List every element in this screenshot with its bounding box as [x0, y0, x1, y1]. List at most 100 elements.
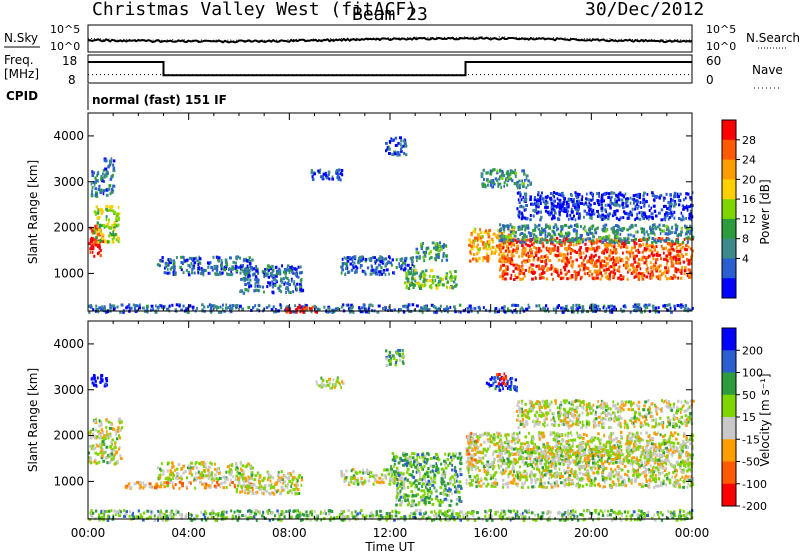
power-cell	[553, 226, 555, 229]
power-cell	[580, 263, 583, 267]
power-cell	[328, 310, 331, 314]
power-cell	[495, 307, 498, 310]
power-cell	[523, 208, 526, 212]
noise-panel: N.Sky 10^5 10^0 10^5 10^0 N.Search	[4, 23, 800, 53]
power-cell	[89, 250, 92, 254]
velocity-cell	[395, 498, 398, 502]
power-cell	[438, 279, 441, 283]
power-cell	[572, 304, 575, 307]
velocity-cell	[210, 477, 214, 481]
power-cell	[624, 211, 627, 215]
power-cell	[683, 269, 687, 273]
velocity-cell	[448, 487, 451, 491]
power-cell	[579, 251, 582, 255]
power-cell	[546, 267, 549, 271]
power-cell	[651, 250, 654, 254]
power-cell	[111, 223, 114, 227]
velocity-cell	[207, 471, 211, 475]
velocity-cell	[334, 383, 337, 387]
velocity-cell	[255, 486, 258, 490]
power-cell	[689, 212, 693, 216]
power-cell	[450, 272, 453, 276]
power-cell	[432, 304, 436, 308]
power-cell	[539, 276, 542, 280]
power-cell	[678, 249, 682, 253]
power-cell	[671, 276, 674, 280]
power-cell	[328, 177, 331, 181]
power-cell	[248, 285, 251, 289]
power-cell	[630, 238, 633, 242]
power-cell	[476, 245, 478, 249]
power-cell	[116, 305, 119, 309]
power-cell	[235, 269, 239, 273]
power-cell	[91, 240, 94, 243]
power-cell	[687, 262, 691, 266]
power-cell	[371, 255, 375, 259]
power-cell	[664, 239, 668, 242]
power-cell	[537, 205, 540, 209]
power-cell	[523, 224, 526, 228]
power-cell	[579, 240, 582, 243]
power-cell	[299, 288, 303, 291]
velocity-cell	[105, 377, 108, 380]
power-cell	[388, 272, 390, 276]
velocity-cell	[393, 459, 397, 462]
power-cell	[560, 232, 563, 236]
power-cell	[539, 249, 543, 253]
power-cell	[671, 225, 674, 229]
power-cell	[598, 194, 600, 198]
power-cell	[646, 263, 648, 267]
power-cell	[474, 239, 477, 243]
power-cell	[500, 306, 504, 310]
power-cell	[489, 172, 493, 176]
velocity-cell	[231, 462, 233, 466]
power-cell	[647, 271, 650, 275]
power-cell	[679, 276, 683, 280]
power-cell	[297, 275, 300, 279]
power-cell	[671, 259, 674, 263]
velocity-cell	[407, 461, 410, 465]
power-cell	[486, 254, 490, 258]
power-cell	[566, 239, 570, 243]
power-cell	[670, 239, 674, 243]
power-cell	[602, 251, 605, 255]
power-cell	[666, 237, 670, 241]
power-cell	[276, 269, 279, 273]
power-cell	[408, 303, 411, 307]
power-cell	[604, 245, 607, 249]
velocity-cell	[199, 462, 201, 466]
velocity-cell	[177, 463, 181, 467]
power-cell	[404, 257, 408, 261]
power-cell	[545, 304, 548, 308]
power-cell	[403, 151, 406, 155]
power-cell	[474, 257, 478, 261]
power-cell	[553, 216, 556, 220]
velocity-cell	[262, 476, 266, 480]
power-cell	[197, 271, 200, 275]
velocity-cell	[175, 467, 179, 471]
power-cell	[506, 248, 509, 251]
power-cell	[635, 307, 639, 311]
power-cell	[459, 310, 462, 314]
power-cell	[340, 271, 343, 275]
power-cell	[632, 305, 636, 308]
velocity-cell	[367, 479, 371, 483]
power-cell	[590, 247, 593, 251]
power-cell	[493, 251, 496, 255]
power-cell	[656, 225, 660, 229]
velocity-cell	[401, 348, 404, 352]
velocity-cell	[91, 381, 94, 385]
power-cell	[422, 272, 426, 276]
velocity-cell	[260, 487, 263, 491]
power-cell	[615, 209, 619, 213]
velocity-cell	[177, 472, 180, 476]
velocity-cell	[281, 488, 284, 492]
velocity-cell	[440, 480, 443, 484]
power-cell	[95, 304, 98, 308]
velocity-cell	[396, 477, 399, 481]
velocity-cell	[343, 476, 347, 480]
power-cell	[544, 203, 547, 207]
velocity-cell	[321, 381, 323, 385]
power-cell	[511, 242, 514, 246]
velocity-cell	[453, 473, 457, 477]
